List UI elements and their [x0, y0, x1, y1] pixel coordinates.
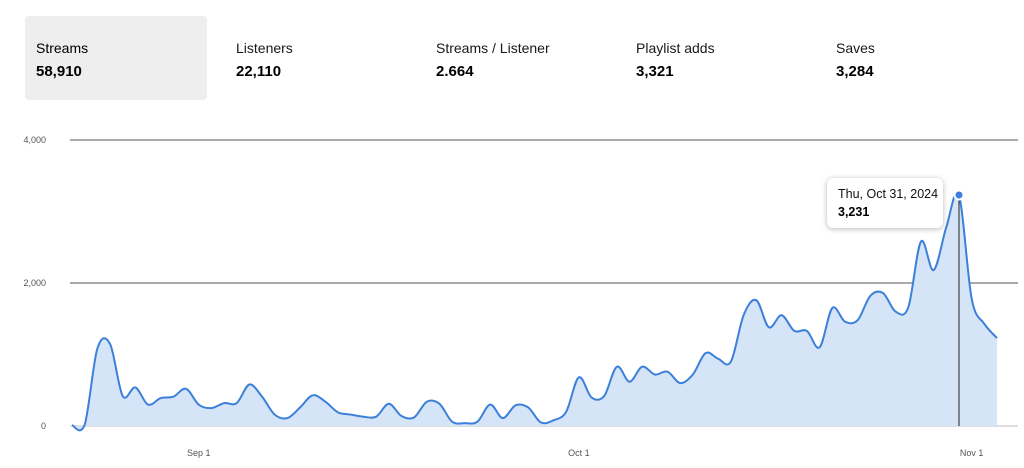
y-tick-label: 0	[41, 421, 46, 431]
metric-value: 3,284	[836, 63, 874, 80]
metric-value: 3,321	[636, 63, 674, 80]
metric-tab-streams[interactable]: Streams 58,910	[25, 16, 207, 100]
tooltip-date: Thu, Oct 31, 2024	[838, 187, 939, 201]
metric-label: Saves	[836, 40, 875, 56]
y-tick-label: 4,000	[23, 135, 46, 145]
metric-tab-streams-per-listener[interactable]: Streams / Listener 2.664	[425, 16, 607, 100]
y-tick-label: 2,000	[23, 278, 46, 288]
x-tick-label: Sep 1	[187, 448, 211, 458]
series-line	[71, 191, 998, 432]
metric-label: Playlist adds	[636, 40, 715, 56]
hover-point	[953, 189, 965, 201]
metric-label: Listeners	[236, 40, 293, 56]
metric-value: 58,910	[36, 63, 82, 80]
metric-value: 2.664	[436, 63, 474, 80]
x-tick-label: Nov 1	[960, 448, 984, 458]
tooltip-value: 3,231	[838, 205, 870, 219]
chart-tooltip: Thu, Oct 31, 2024 3,231	[827, 178, 943, 228]
streams-area-chart[interactable]: 0 2,000 4,000 Sep 1 Oct 1 Nov 1	[0, 110, 1024, 468]
metric-tab-listeners[interactable]: Listeners 22,110	[225, 16, 407, 100]
metrics-bar: Streams 58,910 Listeners 22,110 Streams …	[0, 0, 1024, 104]
series-area	[72, 192, 997, 431]
metric-label: Streams	[36, 40, 89, 56]
metric-tab-playlist-adds[interactable]: Playlist adds 3,321	[625, 16, 807, 100]
x-tick-label: Oct 1	[568, 448, 590, 458]
metric-value: 22,110	[236, 63, 282, 80]
metric-tab-saves[interactable]: Saves 3,284	[825, 16, 1007, 100]
metric-label: Streams / Listener	[436, 40, 550, 56]
